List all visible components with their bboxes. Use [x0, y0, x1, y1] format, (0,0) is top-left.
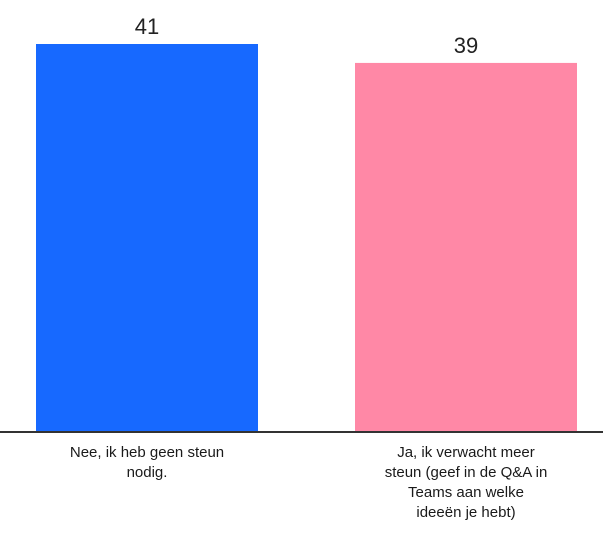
category-label-2: Ja, ik verwacht meer steun (geef in de Q&… — [385, 444, 548, 521]
category-label-line: Teams aan welke — [408, 484, 524, 501]
bar-1 — [36, 44, 258, 432]
category-label-line: steun (geef in de Q&A in — [385, 464, 548, 481]
value-label-1: 41 — [135, 14, 159, 39]
category-label-line: nodig. — [127, 464, 168, 481]
value-label-2: 39 — [454, 33, 478, 58]
category-label-1: Nee, ik heb geen steun nodig. — [70, 444, 224, 481]
bars-layer — [36, 44, 577, 433]
category-label-line: Nee, ik heb geen steun — [70, 444, 224, 461]
category-labels-layer: Nee, ik heb geen steun nodig. Ja, ik verwa… — [70, 444, 547, 521]
value-labels-layer: 41 39 — [135, 14, 478, 58]
category-label-line: ideeën je hebt) — [416, 504, 515, 521]
category-label-line: Ja, ik verwacht meer — [397, 444, 535, 461]
bar-2 — [355, 62, 577, 433]
